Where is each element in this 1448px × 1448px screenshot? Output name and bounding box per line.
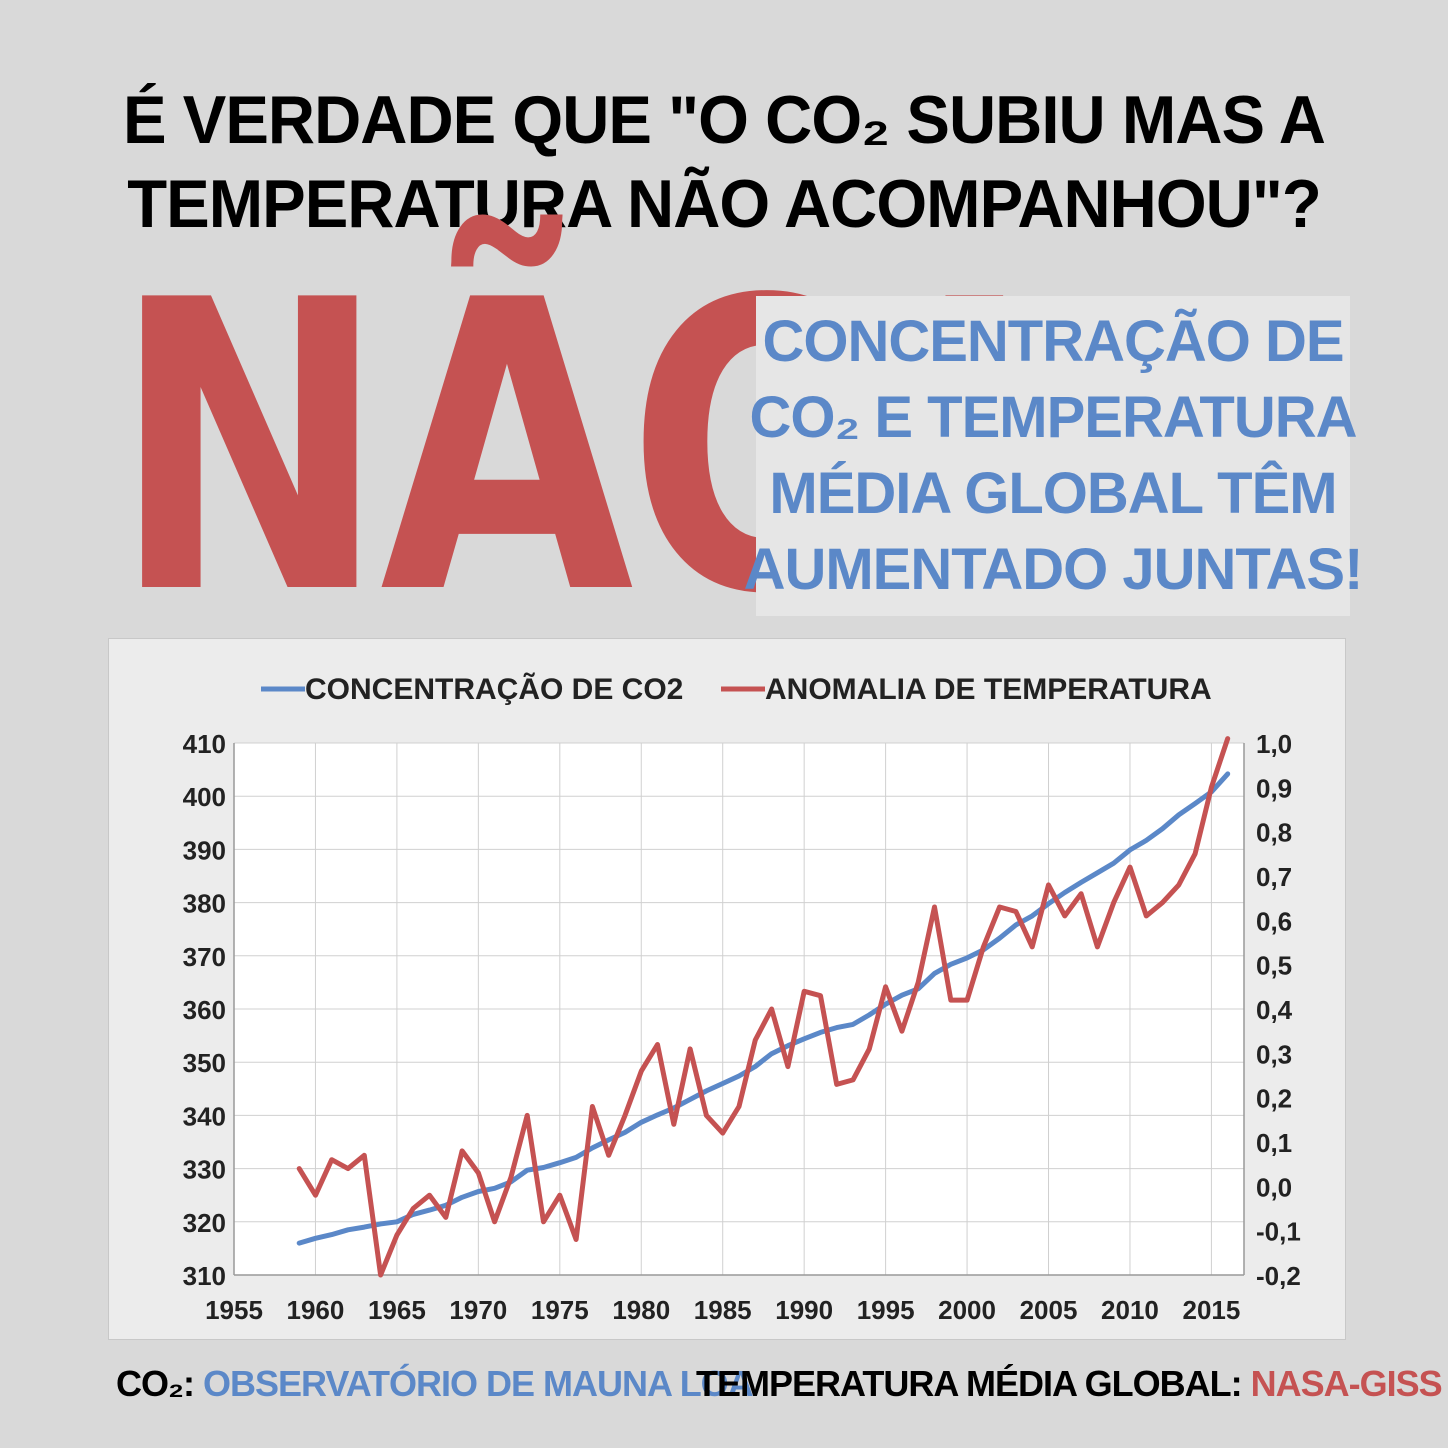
callout-line-1: CONCENTRAÇÃO DE [762,304,1343,380]
legend-label-co2: CONCENTRAÇÃO DE CO2 [305,672,683,706]
x-tick-label: 1975 [531,1295,589,1325]
y-left-tick-label: 370 [183,942,226,972]
y-right-tick-label: -0,2 [1256,1261,1301,1291]
x-tick-label: 1955 [205,1295,263,1325]
x-tick-label: 2000 [938,1295,996,1325]
x-tick-label: 1985 [694,1295,752,1325]
callout-line-2: CO₂ E TEMPERATURA [749,380,1356,456]
headline-line-1: É VERDADE QUE "O CO₂ SUBIU MAS A [87,78,1362,162]
y-left-tick-label: 350 [183,1048,226,1078]
y-right-tick-label: 0,3 [1256,1039,1292,1069]
callout-line-4: AUMENTADO JUNTAS! [744,532,1363,608]
co2-temperature-chart: CONCENTRAÇÃO DE CO2 ANOMALIA DE TEMPERAT… [109,639,1345,1339]
footer-co2-source: CO₂: OBSERVATÓRIO DE MAUNA LOA [116,1356,753,1412]
footer-temperature-source-name: NASA-GISS [1251,1363,1442,1404]
y-left-tick-label: 410 [183,729,226,759]
x-tick-label: 1990 [775,1295,833,1325]
callout-line-3: MÉDIA GLOBAL TÊM [769,456,1336,532]
x-tick-label: 1970 [449,1295,507,1325]
y-right-tick-label: 0,0 [1256,1172,1292,1202]
y-right-tick-label: 0,7 [1256,862,1292,892]
y-right-tick-label: -0,1 [1256,1217,1301,1247]
x-tick-label: 1960 [287,1295,345,1325]
y-left-tick-label: 340 [183,1101,226,1131]
y-left-tick-label: 310 [183,1261,226,1291]
y-right-tick-label: 0,2 [1256,1084,1292,1114]
y-right-tick-label: 0,1 [1256,1128,1292,1158]
footer-co2-source-name: OBSERVATÓRIO DE MAUNA LOA [203,1363,753,1404]
y-left-tick-label: 380 [183,889,226,919]
x-tick-label: 2010 [1101,1295,1159,1325]
x-tick-label: 2005 [1020,1295,1078,1325]
x-tick-label: 1965 [368,1295,426,1325]
footer-co2-label: CO₂: [116,1363,194,1404]
chart-grid [234,743,1244,1275]
footer-temperature-label: TEMPERATURA MÉDIA GLOBAL: [696,1363,1242,1404]
y-left-tick-label: 400 [183,782,226,812]
y-right-tick-label: 1,0 [1256,729,1292,759]
y-left-tick-label: 320 [183,1208,226,1238]
y-right-tick-label: 0,9 [1256,773,1292,803]
callout-box: CONCENTRAÇÃO DE CO₂ E TEMPERATURA MÉDIA … [756,296,1350,616]
x-tick-label: 2015 [1182,1295,1240,1325]
y-right-tick-label: 0,8 [1256,818,1292,848]
y-right-tick-label: 0,6 [1256,906,1292,936]
chart-legend: CONCENTRAÇÃO DE CO2 ANOMALIA DE TEMPERAT… [261,672,1212,706]
y-right-tick-label: 0,5 [1256,951,1292,981]
y-left-tick-label: 360 [183,995,226,1025]
chart-panel: CONCENTRAÇÃO DE CO2 ANOMALIA DE TEMPERAT… [108,638,1346,1340]
x-tick-label: 1995 [857,1295,915,1325]
footer-temperature-source: TEMPERATURA MÉDIA GLOBAL: NASA-GISS [696,1356,1442,1412]
y-left-tick-label: 330 [183,1155,226,1185]
y-left-tick-label: 390 [183,835,226,865]
legend-label-temperature: ANOMALIA DE TEMPERATURA [765,673,1212,706]
y-right-tick-label: 0,4 [1256,995,1293,1025]
x-tick-label: 1980 [612,1295,670,1325]
